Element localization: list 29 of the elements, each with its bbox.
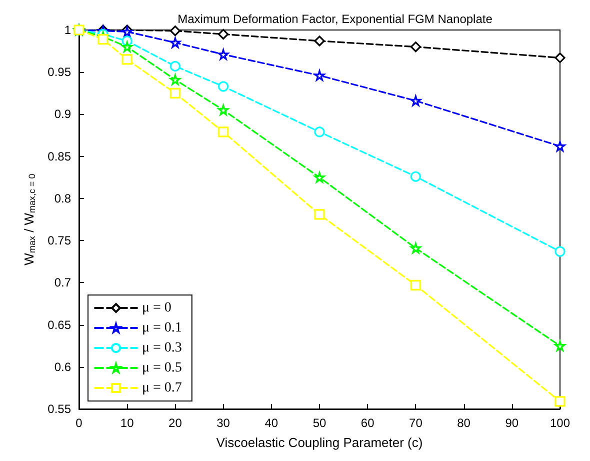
x-tick-label: 30 [216, 416, 230, 430]
x-tick-label: 60 [360, 416, 375, 430]
x-tick-label: 20 [168, 416, 182, 430]
y-tick-label: 0.75 [48, 234, 72, 248]
x-tick-label: 70 [409, 416, 423, 430]
y-tick-label: 0.85 [48, 149, 72, 164]
x-tick-label: 80 [457, 416, 471, 430]
y-tick-label: 0.8 [54, 191, 72, 206]
y-tick-label: 0.6 [54, 360, 72, 374]
chart-title: Maximum Deformation Factor, Exponential FGM Nanoplate [178, 12, 493, 26]
x-tick-label: 90 [505, 416, 519, 430]
y-tick-label: 1 [64, 23, 72, 37]
y-tick-label: 0.95 [48, 65, 72, 80]
x-tick-label: 50 [312, 416, 326, 430]
x-tick-label: 40 [264, 416, 278, 430]
y-tick-label: 0.9 [54, 107, 72, 122]
x-tick-label: 100 [550, 416, 570, 430]
y-tick-label: 0.7 [54, 276, 72, 290]
legend-label: μ = 0 [142, 300, 172, 316]
x-tick-label: 0 [76, 416, 83, 430]
legend-label: μ = 0.7 [142, 380, 182, 396]
legend-label: μ = 0.1 [142, 320, 182, 336]
y-axis-title: Wmax / Wmax,c = 0 [22, 174, 38, 266]
x-axis-title: Viscoelastic Coupling Parameter (c) [216, 435, 423, 450]
legend-label: μ = 0.5 [142, 360, 182, 376]
y-tick-label: 0.55 [48, 402, 72, 416]
y-tick-label: 0.65 [48, 318, 72, 332]
x-tick-label: 10 [120, 416, 134, 430]
legend-label: μ = 0.3 [142, 340, 182, 356]
